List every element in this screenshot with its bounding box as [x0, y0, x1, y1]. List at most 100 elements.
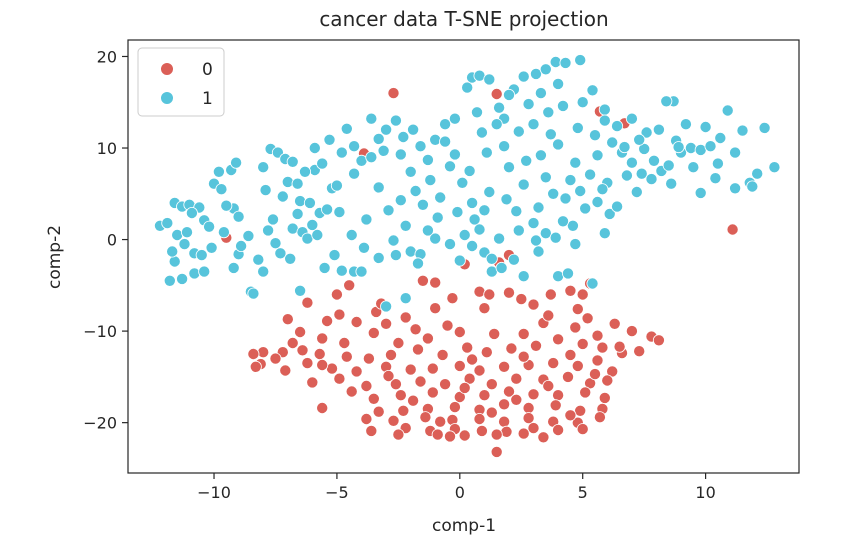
point-class-1	[335, 146, 348, 159]
point-class-0	[392, 428, 405, 441]
point-class-1	[532, 245, 545, 258]
point-class-1	[380, 300, 393, 313]
point-class-1	[633, 133, 646, 146]
point-class-0	[453, 390, 466, 403]
point-class-1	[404, 245, 417, 258]
point-class-1	[549, 231, 562, 244]
point-class-0	[394, 389, 407, 402]
point-class-0	[488, 327, 501, 340]
x-tick-label: −5	[325, 483, 349, 502]
point-class-1	[478, 204, 491, 217]
point-class-1	[662, 159, 675, 172]
point-class-1	[387, 234, 400, 247]
point-class-1	[453, 254, 466, 267]
point-class-0	[414, 375, 427, 388]
point-class-1	[709, 172, 722, 185]
point-class-1	[758, 121, 771, 134]
point-class-1	[188, 267, 201, 280]
point-class-1	[286, 155, 299, 168]
point-class-0	[490, 445, 503, 458]
point-class-1	[443, 238, 456, 251]
point-class-0	[544, 288, 557, 301]
point-class-1	[389, 114, 402, 127]
point-class-1	[357, 241, 370, 254]
point-class-0	[591, 329, 604, 342]
point-class-1	[434, 191, 447, 204]
point-class-0	[480, 346, 493, 359]
point-class-1	[330, 179, 343, 192]
point-class-0	[549, 399, 562, 412]
point-class-1	[620, 169, 633, 182]
point-class-0	[458, 381, 471, 394]
point-class-0	[333, 308, 346, 321]
x-tick-label: 5	[578, 483, 588, 502]
point-class-0	[542, 309, 555, 322]
point-class-0	[257, 346, 270, 359]
point-class-0	[517, 350, 530, 363]
point-class-0	[564, 284, 577, 297]
point-class-1	[557, 215, 570, 228]
point-class-1	[468, 213, 481, 226]
point-class-1	[586, 84, 599, 97]
points-layer	[153, 54, 781, 458]
point-class-0	[505, 342, 518, 355]
point-class-0	[306, 376, 319, 389]
x-tick-label: −10	[197, 483, 231, 502]
point-class-0	[380, 317, 393, 330]
point-class-1	[328, 249, 341, 262]
point-class-1	[611, 200, 624, 213]
legend-marker-1	[160, 91, 174, 105]
point-class-1	[502, 161, 515, 174]
y-tick-label: 0	[107, 231, 117, 250]
point-class-1	[298, 165, 311, 178]
point-class-1	[652, 123, 665, 136]
legend-label-0: 0	[202, 60, 213, 80]
point-class-1	[411, 257, 424, 270]
point-class-1	[552, 270, 565, 283]
point-class-0	[345, 385, 358, 398]
point-class-0	[316, 332, 329, 345]
point-class-1	[308, 141, 321, 154]
point-class-1	[635, 167, 648, 180]
point-class-0	[601, 374, 614, 387]
point-class-1	[729, 182, 742, 195]
point-class-1	[161, 217, 174, 230]
point-class-0	[389, 378, 402, 391]
point-class-0	[458, 429, 471, 442]
point-class-1	[493, 101, 506, 114]
point-class-1	[230, 156, 243, 169]
point-class-1	[510, 205, 523, 218]
point-class-1	[185, 206, 198, 219]
point-class-0	[301, 357, 314, 370]
point-class-0	[397, 404, 410, 417]
point-class-0	[571, 359, 584, 372]
point-class-1	[475, 126, 488, 139]
x-axis-label: comp-1	[432, 516, 496, 536]
point-class-1	[586, 277, 599, 290]
point-class-0	[490, 428, 503, 441]
point-class-1	[512, 125, 525, 138]
point-class-0	[625, 325, 638, 338]
point-class-1	[559, 56, 572, 69]
point-class-1	[227, 261, 240, 274]
point-class-0	[593, 411, 606, 424]
point-class-1	[365, 112, 378, 125]
point-class-0	[571, 303, 584, 316]
point-class-0	[527, 388, 540, 401]
point-class-1	[429, 133, 442, 146]
point-class-1	[552, 77, 565, 90]
point-class-1	[576, 96, 589, 109]
legend-box	[137, 47, 225, 117]
point-class-1	[591, 149, 604, 162]
point-class-0	[490, 88, 503, 101]
point-class-1	[397, 130, 410, 143]
point-class-1	[699, 121, 712, 134]
point-class-1	[380, 123, 393, 136]
point-class-1	[589, 129, 602, 142]
point-class-1	[203, 220, 216, 233]
point-class-0	[453, 359, 466, 372]
point-class-1	[382, 204, 395, 217]
point-class-0	[517, 327, 530, 340]
point-class-1	[294, 195, 307, 208]
point-class-0	[279, 364, 292, 377]
